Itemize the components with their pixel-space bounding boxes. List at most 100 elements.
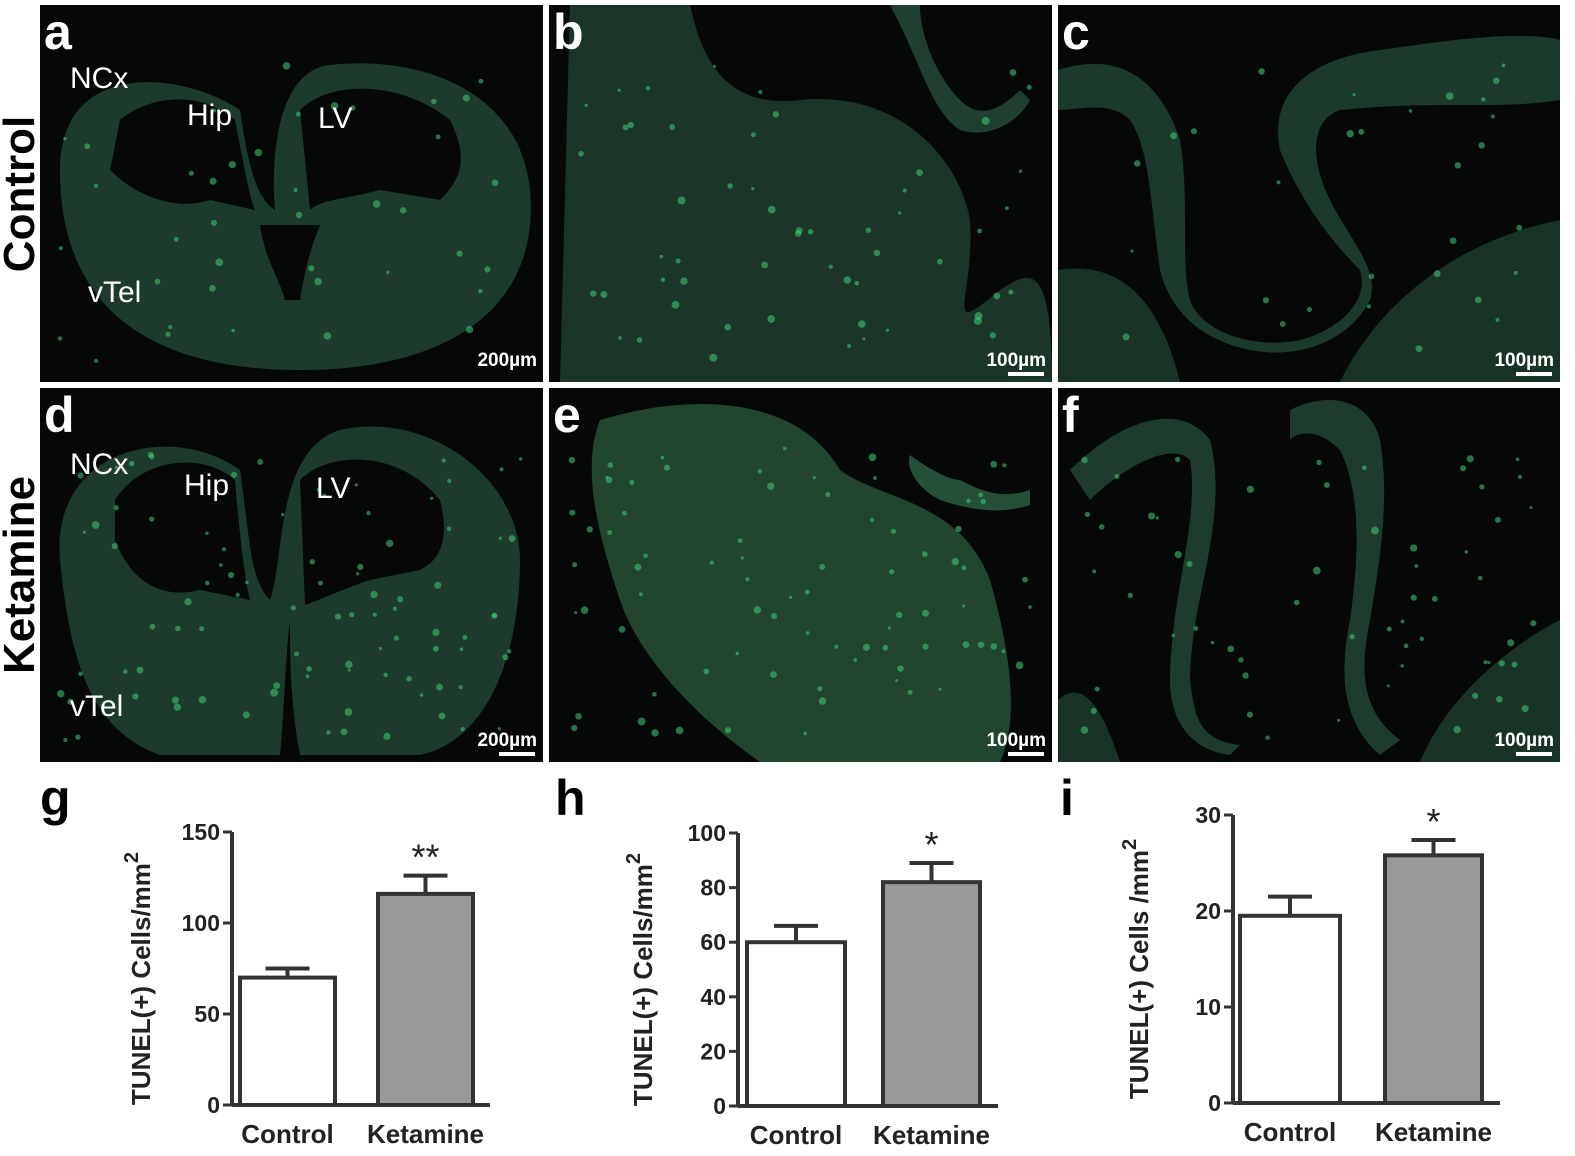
speckle — [1349, 633, 1355, 640]
speckle — [724, 323, 731, 331]
speckle — [652, 691, 657, 697]
speckle — [1403, 643, 1409, 649]
speckle — [1478, 142, 1485, 149]
speckle — [1474, 296, 1482, 304]
speckle — [936, 258, 943, 265]
x-tick-label: Ketamine — [1375, 1117, 1492, 1147]
speckle — [460, 727, 465, 732]
x-tick-label: Ketamine — [873, 1120, 990, 1150]
speckle — [1090, 707, 1097, 714]
region-label: Hip — [184, 469, 229, 502]
speckles — [1080, 455, 1537, 740]
speckle — [372, 200, 381, 208]
panel-letter: b — [553, 4, 584, 60]
speckle — [885, 328, 890, 332]
bar — [1383, 853, 1484, 1105]
speckle — [356, 572, 360, 576]
speckle — [962, 641, 970, 649]
speckle — [767, 205, 776, 214]
scale-bar — [1008, 372, 1044, 376]
speckle — [1316, 459, 1322, 466]
y-axis-label-text: TUNEL(+) Cells /mm — [1124, 850, 1154, 1099]
speckle — [1008, 289, 1014, 295]
speckle — [659, 254, 664, 259]
speckle — [675, 726, 684, 735]
panel-letter: e — [553, 387, 581, 443]
speckle — [316, 487, 322, 492]
speckles — [578, 64, 1032, 362]
speckle — [1445, 92, 1454, 100]
speckle — [854, 280, 860, 286]
speckle — [1242, 672, 1249, 679]
speckle — [767, 482, 775, 490]
speckle — [432, 645, 439, 652]
speckle — [572, 562, 578, 568]
speckle — [1022, 576, 1028, 583]
speckle — [966, 498, 971, 504]
speckle — [1494, 516, 1501, 523]
speckle — [205, 531, 209, 535]
speckle — [989, 332, 997, 339]
speckle — [1155, 516, 1159, 520]
speckle — [1175, 456, 1181, 463]
speckle — [1009, 69, 1017, 76]
speckle — [1400, 619, 1405, 624]
panel-a — [40, 5, 543, 382]
speckle — [147, 451, 154, 458]
speckle — [77, 472, 84, 479]
speckle — [462, 94, 470, 102]
speckle — [254, 148, 263, 157]
speckle — [78, 671, 83, 677]
speckle — [282, 62, 291, 70]
speckle — [290, 605, 296, 611]
speckle — [326, 730, 331, 735]
speckle — [737, 538, 743, 544]
y-tick-label: 150 — [182, 819, 220, 845]
speckle — [1246, 711, 1253, 718]
speckle — [91, 521, 100, 529]
speckle — [1147, 512, 1156, 520]
speckle — [575, 713, 582, 720]
speckle — [868, 453, 877, 462]
speckle — [295, 111, 301, 117]
panel-letter: d — [44, 387, 75, 443]
speckle — [340, 728, 348, 736]
speckle — [990, 643, 998, 650]
speckle — [735, 651, 739, 656]
speckle — [770, 671, 777, 678]
speckle — [629, 479, 635, 485]
speckle — [600, 290, 608, 299]
y-axis-label-text: TUNEL(+) Cells/mm — [126, 863, 156, 1105]
speckle — [67, 698, 74, 705]
panel-letter: f — [1062, 387, 1079, 443]
speckle — [882, 644, 889, 651]
speckle — [432, 628, 440, 637]
speckle — [1366, 304, 1371, 309]
speckles — [57, 451, 523, 743]
speckle — [758, 90, 763, 95]
speckle — [709, 353, 718, 362]
scale-bar — [1008, 752, 1044, 756]
speckle — [1515, 457, 1520, 462]
speckle — [794, 230, 802, 237]
speckle — [393, 635, 399, 641]
speckle — [751, 187, 755, 191]
speckle — [502, 654, 509, 661]
speckle — [569, 509, 576, 516]
speckle — [740, 556, 744, 560]
speckle — [63, 738, 68, 743]
speckle — [484, 266, 491, 273]
speckle — [1513, 270, 1518, 275]
x-tick-label: Control — [241, 1119, 333, 1149]
y-tick-label: 80 — [700, 875, 726, 901]
speckle — [215, 258, 224, 267]
speckle — [399, 207, 407, 214]
y-tick-label: 20 — [700, 1038, 726, 1064]
speckle — [767, 315, 776, 323]
speckle — [210, 219, 218, 226]
speckle — [1081, 456, 1088, 464]
speckle — [622, 124, 629, 131]
speckle — [1517, 474, 1522, 480]
speckle — [211, 108, 217, 113]
